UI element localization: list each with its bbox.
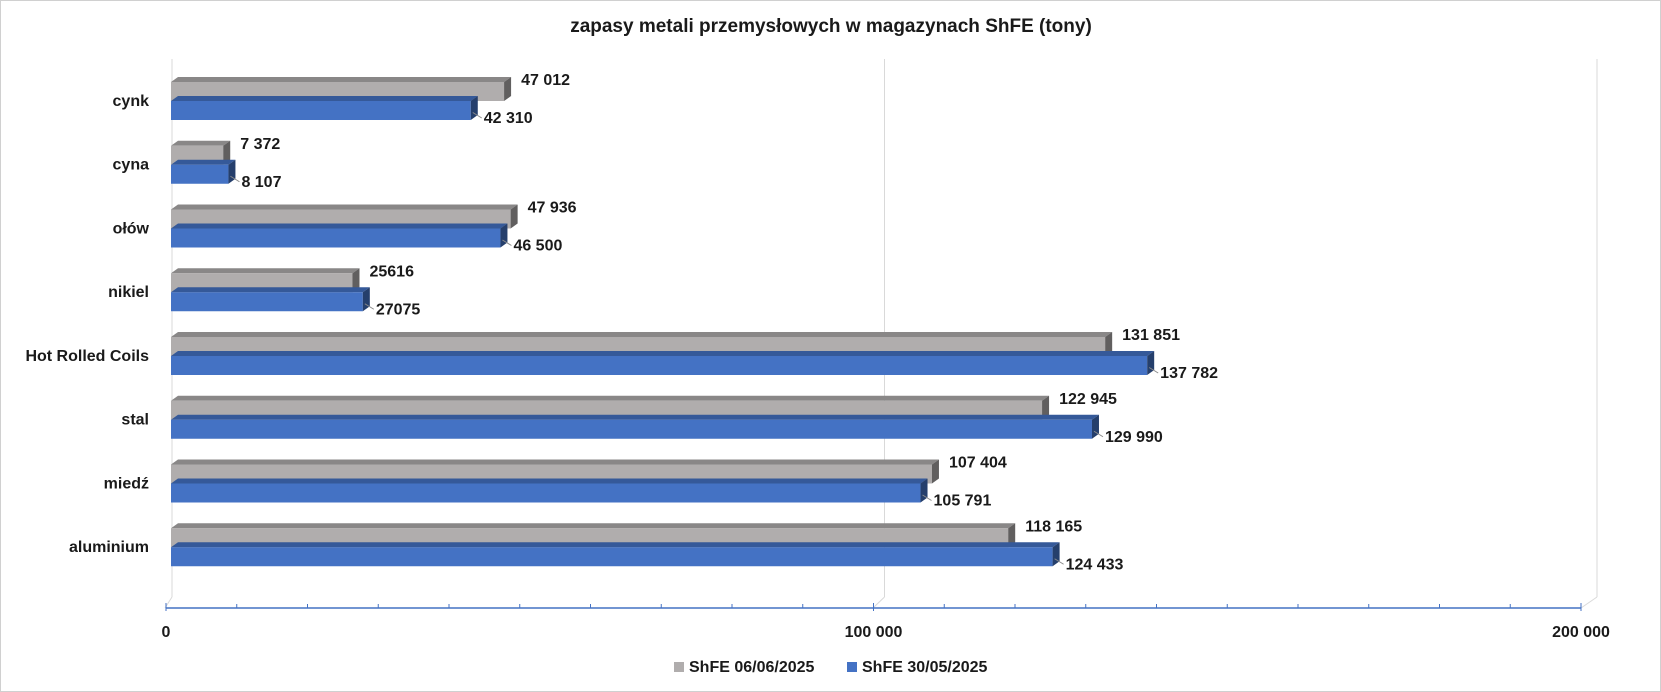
bar-top-face [171,395,1050,401]
value-label: 47 936 [528,200,577,217]
bar-shfe-30-05-2025: 46 500 [171,223,562,255]
value-label: 46 500 [513,238,562,255]
leader-line [922,494,932,501]
legend-label: ShFE 30/05/2025 [862,659,988,676]
value-label: 25616 [369,263,414,280]
bar-shfe-30-05-2025: 105 791 [171,478,992,510]
bar-shfe-30-05-2025: 124 433 [171,542,1124,573]
x-tick-label: 200 000 [1552,624,1610,641]
bar-top-face [171,77,512,82]
category-label: aluminium [69,539,149,556]
bar-front-face [171,356,1148,375]
category-label: cynk [113,93,150,110]
value-label: 42 310 [484,110,533,127]
bar-top-face [171,542,1060,548]
bar-top-face [171,204,518,210]
bars: 47 012 42 310 7 372 8 107 47 936 46 500 25616 2… [171,72,1218,573]
bar-shfe-30-05-2025: 27075 [171,287,420,318]
bar-front-face [171,164,229,184]
leader-line [502,239,512,246]
category-label: stal [121,412,149,429]
value-label: 118 165 [1025,518,1082,535]
bar-top-face [171,351,1155,356]
bar-front-face [171,228,501,248]
bar-side-face [352,268,360,293]
value-label: 122 945 [1059,391,1117,408]
value-label: 7 372 [240,136,280,153]
leader-line [1054,558,1064,565]
bar-front-face [171,483,921,503]
value-label: 107 404 [949,455,1007,472]
category-label: Hot Rolled Coils [25,348,149,365]
leader-line [1148,367,1159,374]
bar-top-face [171,159,236,165]
x-axis: 0 100 000 200 000 [162,603,1610,641]
bar-side-face [1008,523,1016,548]
legend-item: ShFE 30/05/2025 [847,659,988,676]
bar-shfe-30-05-2025: 8 107 [171,159,282,191]
bar-top-face [171,223,508,229]
leader-line [230,175,240,183]
leader-line [472,112,483,119]
leader-line [364,303,375,310]
bar-top-face [171,332,1113,337]
legend-item: ShFE 06/06/2025 [674,659,815,676]
bar-front-face [171,292,363,312]
bar-top-face [171,140,231,146]
legend-label: ShFE 06/06/2025 [689,659,815,676]
value-label: 47 012 [521,72,570,89]
value-label: 129 990 [1105,429,1163,446]
value-label: 124 433 [1066,556,1124,573]
legend-swatch [847,662,857,672]
bar-side-face [223,140,231,165]
category-labels: cynk cyna ołów nikiel Hot Rolled Coils stal mi… [25,93,149,556]
bar-front-face [171,101,471,120]
bar-side-face [504,77,512,101]
value-label: 8 107 [241,174,281,191]
value-label: 131 851 [1122,327,1180,344]
bar-side-face [1105,332,1113,356]
bar-shfe-30-05-2025: 137 782 [171,351,1218,382]
bar-shfe-30-05-2025: 129 990 [171,414,1163,446]
bar-side-face [1042,395,1050,420]
bar-top-face [171,414,1099,420]
category-label: cyna [113,157,150,174]
x-tick-label: 100 000 [845,624,903,641]
x-tick-label: 0 [162,624,171,641]
leader-line [1093,430,1104,438]
legend: ShFE 06/06/2025 ShFE 30/05/2025 [674,659,988,676]
category-label: ołów [113,220,150,237]
bar-top-face [171,287,370,293]
category-label: miedź [104,475,149,492]
bar-top-face [171,459,939,465]
value-label: 105 791 [934,493,992,510]
value-label: 27075 [376,301,421,318]
bar-top-face [171,96,478,101]
bar-side-face [931,459,939,484]
gridline-floor [1580,596,1598,609]
legend-swatch [674,662,684,672]
gridline-floor [872,596,885,609]
bar-side-face [510,204,518,229]
bar-front-face [171,547,1053,567]
bar-front-face [171,419,1092,439]
bar-top-face [171,523,1016,529]
bar-top-face [171,478,928,484]
bar-shfe-30-05-2025: 42 310 [171,96,533,127]
bar-top-face [171,268,360,274]
chart-title: zapasy metali przemysłowych w magazynach… [570,16,1092,37]
category-label: nikiel [108,284,149,301]
value-label: 137 782 [1160,365,1218,382]
